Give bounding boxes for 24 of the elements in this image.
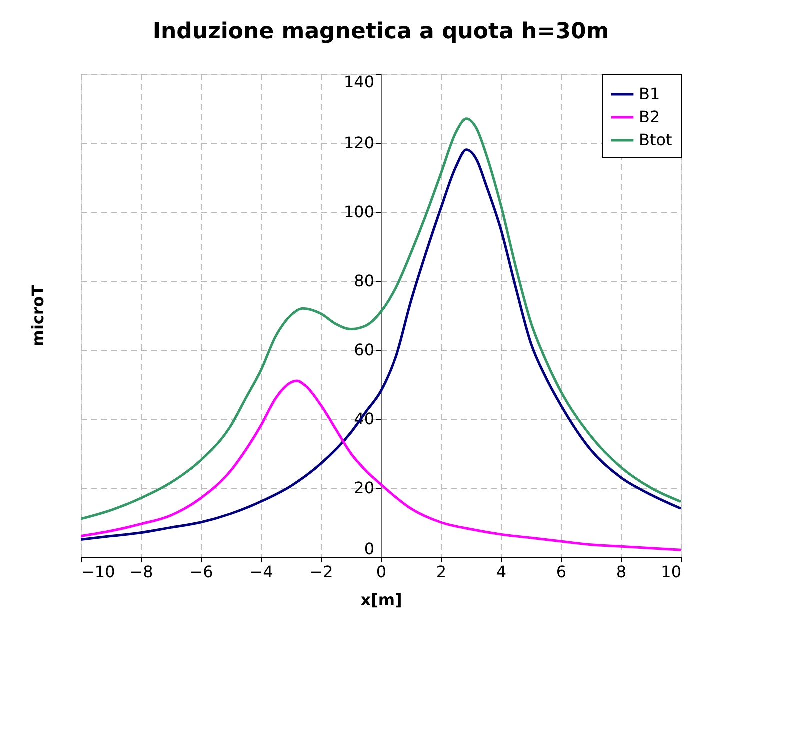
- legend-label: B1: [639, 84, 660, 104]
- y-tick-label: 0: [364, 540, 374, 558]
- x-tick-label: −10: [82, 562, 116, 582]
- x-tick-label: 0: [376, 562, 387, 582]
- y-tick-label: 140: [344, 72, 374, 92]
- x-tick-label: −8: [130, 562, 154, 582]
- x-tick-label: −4: [250, 562, 274, 582]
- x-tick-label: −6: [190, 562, 214, 582]
- x-axis-title: x[m]: [360, 590, 402, 610]
- x-tick-label: 8: [616, 562, 627, 582]
- y-tick-label: 120: [344, 134, 374, 152]
- y-tick-label: 80: [354, 272, 374, 290]
- x-tick-label: 2: [436, 562, 447, 582]
- y-tick-label: 100: [344, 202, 374, 222]
- x-tick-label: 4: [496, 562, 507, 582]
- legend-label: B2: [639, 108, 660, 126]
- chart-title: Induzione magnetica a quota h=30m: [152, 20, 610, 44]
- y-tick-label: 60: [354, 340, 374, 360]
- legend-label: Btot: [639, 130, 672, 150]
- y-tick-label: 20: [354, 478, 374, 498]
- x-tick-label: 10: [661, 562, 682, 582]
- x-tick-label: 6: [556, 562, 567, 582]
- x-tick-label: −2: [310, 562, 334, 582]
- y-axis-title: microT: [28, 285, 48, 347]
